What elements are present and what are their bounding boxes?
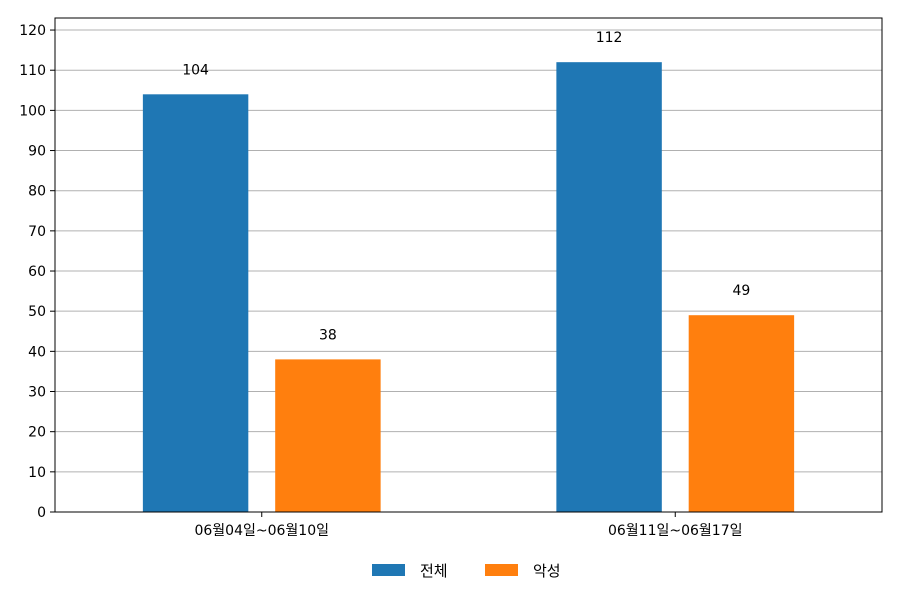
y-tick-label: 70 [28,224,46,240]
plot-frame [54,17,883,513]
x-tick-label: 06월11일~06월17일 [608,523,743,539]
y-tick-label: 60 [28,264,46,280]
bar-value-label: 104 [182,62,209,78]
y-tick-label: 10 [28,465,46,481]
bars [142,62,795,512]
y-tick-label: 40 [28,344,46,360]
bar-malicious [688,315,795,512]
legend-swatch [372,564,405,576]
y-tick-label: 20 [28,425,46,441]
y-tick-label: 110 [19,63,46,79]
legend-swatch [485,564,518,576]
y-tick-label: 90 [28,144,46,160]
bar-value-label: 112 [596,30,623,46]
bar-value-label: 38 [319,327,337,343]
data-labels: 104 38 112 49 [182,30,750,343]
y-tick-label: 80 [28,184,46,200]
y-tick-label: 100 [19,103,46,119]
y-tick-label: 0 [37,505,46,521]
y-tick-label: 120 [19,23,46,39]
bar-malicious [275,359,381,512]
y-axis: 0 10 20 30 40 50 60 70 80 90 100 110 120 [19,23,55,521]
bar-value-label: 49 [732,283,750,299]
legend-label: 전체 [420,562,448,580]
bar-total [556,62,662,512]
y-tick-label: 50 [28,304,46,320]
bar-total [142,94,249,512]
legend: 전체 악성 [372,562,561,580]
legend-label: 악성 [533,562,561,580]
x-tick-label: 06월04일~06월10일 [194,523,329,539]
x-axis: 06월04일~06월10일 06월11일~06월17일 [194,512,743,539]
y-tick-label: 30 [28,385,46,401]
